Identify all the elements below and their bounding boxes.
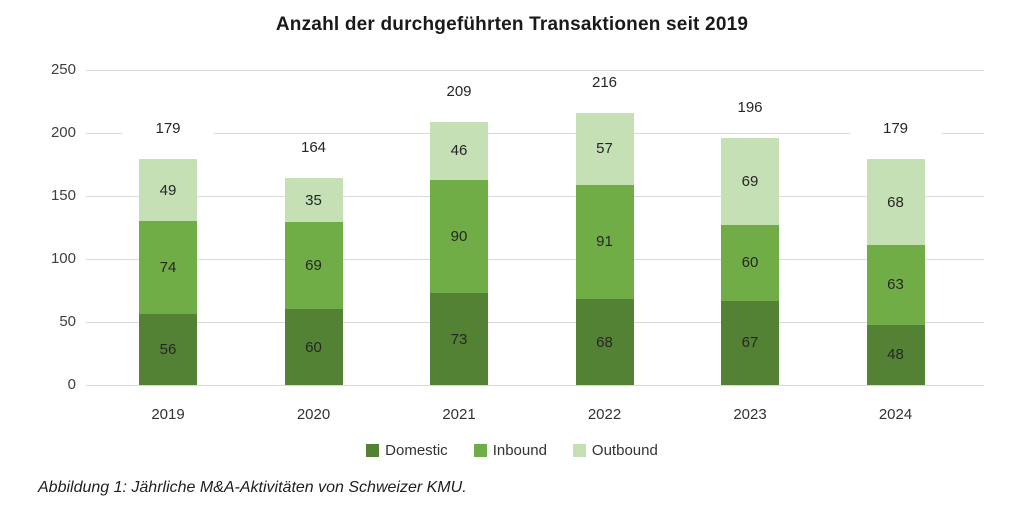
x-axis-label: 2019 [151,406,185,423]
x-axis-label: 2021 [442,406,476,423]
bar-segment-inbound: 63 [866,245,925,325]
chart-title: Anzahl der durchgeführten Transaktionen … [275,14,749,35]
y-axis-label: 0 [67,376,76,393]
legend-swatch-icon [473,444,487,457]
bar-segment-inbound: 60 [721,224,779,301]
segment-value-label: 68 [596,333,613,351]
bar-segment-outbound: 46 [430,121,488,180]
gridline-250 [86,70,984,71]
bar-segment-outbound: 57 [575,112,634,185]
x-axis-label: 2020 [296,406,331,423]
segment-value-label: 90 [450,227,468,245]
x-axis-label: 2023 [733,406,767,423]
total-label: 196 [704,97,796,120]
gridline-100 [86,259,984,260]
segment-value-label: 46 [450,142,468,160]
legend-label: Inbound [492,442,547,459]
segment-value-label: 91 [596,233,613,251]
bar-segment-domestic: 67 [721,300,779,385]
segment-value-label: 69 [305,257,322,275]
gridline-150 [86,196,984,197]
y-axis-label: 150 [50,187,76,204]
bar-segment-domestic: 56 [139,314,197,385]
total-label: 209 [413,80,505,103]
bar-segment-inbound: 69 [284,222,343,310]
legend-item-domestic: Domestic [366,442,448,459]
segment-value-label: 69 [741,173,759,190]
bar-segment-domestic: 68 [575,299,634,385]
x-axis-label: 2022 [587,406,622,423]
total-label: 164 [267,137,360,160]
segment-value-label: 74 [159,259,177,277]
legend-item-outbound: Outbound [572,442,658,459]
legend-swatch-icon [366,444,380,457]
legend-label: Outbound [591,442,658,459]
bar-segment-outbound: 35 [284,178,343,223]
segment-value-label: 60 [741,254,759,272]
bar-segment-inbound: 90 [430,179,488,293]
legend-label: Domestic [385,442,448,459]
chart-legend: Domestic Inbound Outbound [0,442,1024,459]
gridline-50 [86,322,984,323]
total-label: 179 [122,118,214,141]
total-label: 179 [849,118,942,141]
gridline-0 [86,385,984,386]
bar-segment-outbound: 68 [866,159,925,246]
y-axis-label: 50 [59,313,76,330]
legend-swatch-icon [572,444,586,457]
bar-segment-outbound: 49 [139,159,197,222]
bar-segment-outbound: 69 [721,138,779,225]
segment-value-label: 60 [305,338,322,356]
bar-segment-inbound: 91 [575,184,634,300]
segment-value-label: 49 [159,181,177,199]
segment-value-label: 57 [596,140,613,158]
segment-value-label: 67 [741,334,759,352]
y-axis-label: 100 [50,250,76,267]
legend-item-inbound: Inbound [473,442,547,459]
x-axis-label: 2024 [878,406,913,423]
bar-segment-domestic: 60 [284,309,343,385]
bar-segment-inbound: 74 [139,221,197,315]
y-axis-label: 200 [50,124,76,141]
y-axis-label: 250 [50,61,76,78]
segment-value-label: 63 [887,276,904,294]
total-label: 216 [558,71,651,94]
segment-value-label: 35 [305,191,322,209]
bar-segment-domestic: 48 [866,324,925,385]
segment-value-label: 73 [450,330,468,348]
segment-value-label: 56 [159,341,177,359]
figure-caption: Abbildung 1: Jährliche M&A-Aktivitäten v… [38,479,467,496]
bar-segment-domestic: 73 [430,293,488,385]
segment-value-label: 68 [887,193,904,211]
gridline-200 [86,133,984,134]
segment-value-label: 48 [887,346,904,364]
